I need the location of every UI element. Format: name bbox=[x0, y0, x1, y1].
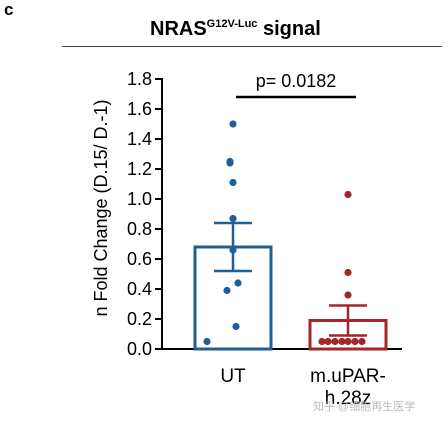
data-point bbox=[203, 337, 211, 346]
data-point bbox=[331, 337, 339, 346]
watermark-text: 知乎 @细胞再生医学 bbox=[313, 401, 416, 413]
data-point bbox=[338, 337, 346, 346]
data-point bbox=[229, 120, 237, 128]
x-tick-label: h.28z bbox=[325, 388, 371, 409]
data-point bbox=[232, 322, 240, 331]
y-tick-label: 0.2 bbox=[127, 309, 152, 329]
data-point bbox=[229, 214, 237, 223]
data-point bbox=[226, 159, 234, 167]
y-tick-label: 1.4 bbox=[127, 129, 152, 149]
data-point bbox=[351, 337, 359, 346]
data-point bbox=[344, 190, 352, 199]
data-point bbox=[223, 286, 231, 295]
data-point bbox=[358, 337, 366, 346]
data-point bbox=[229, 246, 237, 254]
data-point bbox=[344, 268, 352, 277]
data-point bbox=[229, 178, 237, 187]
y-tick-label: 1.2 bbox=[127, 159, 152, 179]
data-point bbox=[344, 337, 352, 346]
x-tick-label: m.uPAR- bbox=[310, 366, 386, 387]
title-suffix: signal bbox=[257, 18, 321, 40]
panel-letter: c bbox=[4, 0, 14, 19]
y-tick-label: 0.0 bbox=[127, 339, 152, 359]
data-point bbox=[344, 291, 352, 299]
y-tick-label: 1.8 bbox=[127, 69, 152, 89]
data-point bbox=[324, 337, 332, 346]
title-superscript: G12V-Luc bbox=[206, 18, 258, 30]
y-tick-label: 0.4 bbox=[127, 279, 152, 299]
y-tick-label: 1.0 bbox=[127, 189, 152, 209]
y-axis-label: n Fold Change (D.15/ D.-1) bbox=[91, 99, 111, 316]
y-tick-label: 0.6 bbox=[127, 249, 152, 269]
chart-title: NRASG12V-Luc signal bbox=[150, 18, 321, 41]
p-value-annotation: p= 0.0182 bbox=[256, 71, 337, 91]
data-point bbox=[318, 337, 326, 346]
title-main: NRAS bbox=[150, 18, 207, 40]
data-point bbox=[234, 279, 242, 287]
title-rule bbox=[62, 46, 442, 47]
x-tick-label: UT bbox=[220, 366, 246, 387]
y-tick-label: 0.8 bbox=[127, 219, 152, 239]
y-tick-label: 1.6 bbox=[127, 99, 152, 119]
